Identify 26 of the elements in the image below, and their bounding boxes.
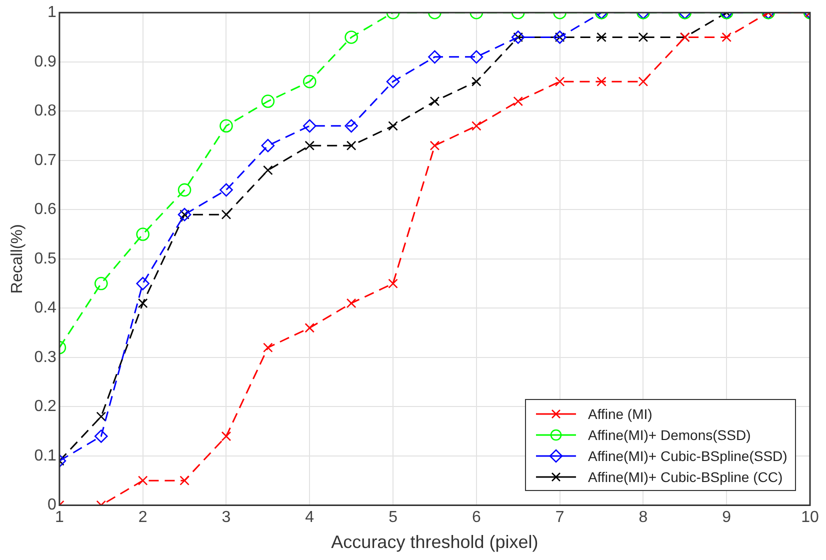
x-tick-label: 2 <box>138 509 148 526</box>
x-tick-label: 6 <box>472 509 481 526</box>
y-tick-label: 1 <box>48 4 57 22</box>
x-tick-label: 9 <box>722 509 732 526</box>
y-axis-title: Recall(%) <box>9 224 26 294</box>
y-tick-label: 0.1 <box>34 447 57 464</box>
y-tick-label: 0.8 <box>34 102 57 120</box>
x-tick-label: 4 <box>305 509 314 526</box>
legend-label: Affine (MI) <box>588 406 652 422</box>
x-tick-label: 10 <box>801 509 819 526</box>
legend-label: Affine(MI)+ Cubic-BSpline(SSD) <box>588 448 788 464</box>
y-tick-label: 0.9 <box>34 53 57 70</box>
legend-label: Affine(MI)+ Demons(SSD) <box>588 426 751 443</box>
y-tick-label: 0.7 <box>34 152 57 169</box>
x-tick-label: 8 <box>638 509 648 526</box>
y-tick-label: 0.6 <box>34 201 57 218</box>
legend-label: Affine(MI)+ Cubic-BSpline (CC) <box>588 468 783 485</box>
x-tick-label: 3 <box>222 509 231 526</box>
x-tick-label: 5 <box>388 509 398 526</box>
x-axis-title: Accuracy threshold (pixel) <box>331 532 538 552</box>
y-tick-label: 0.3 <box>34 348 57 366</box>
y-tick-label: 0 <box>48 496 57 514</box>
y-tick-label: 0.2 <box>34 398 57 416</box>
x-tick-label: 7 <box>555 509 564 526</box>
y-tick-label: 0.5 <box>34 250 57 268</box>
y-tick-label: 0.4 <box>34 300 57 317</box>
